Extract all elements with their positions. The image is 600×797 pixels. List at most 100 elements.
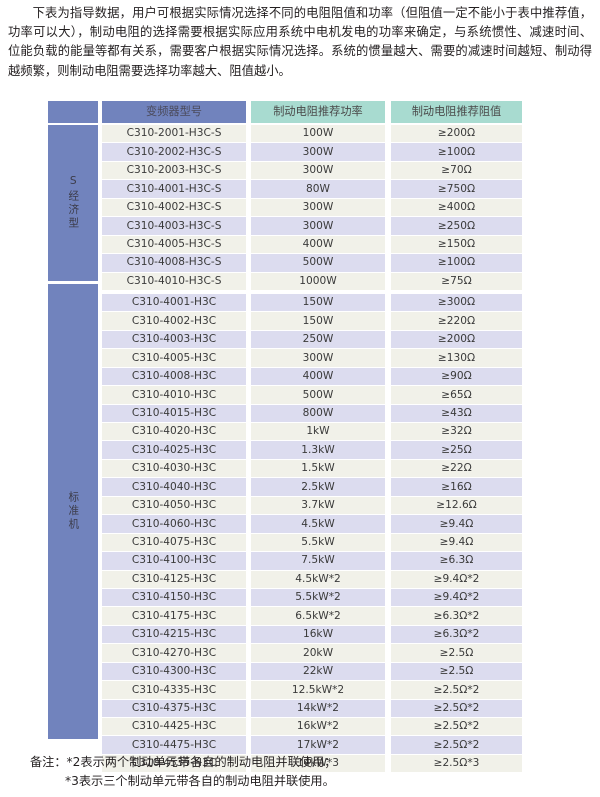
cell-resistance: ≥9.4Ω — [391, 533, 522, 552]
cell-model: C310-4025-H3C — [102, 441, 246, 459]
header-cell-resistance: 制动电阻推荐阻值 — [391, 101, 522, 123]
cell-model: C310-4535-H3C — [102, 754, 246, 773]
cell-resistance: ≥130Ω — [391, 349, 522, 367]
cell-model: C310-4003-H3C — [102, 330, 246, 349]
cell-resistance: ≥2.5Ω*2 — [391, 736, 522, 754]
table-row: C310-4175-H3C 6.5kW*2 ≥6.3Ω*2 — [48, 607, 522, 625]
cell-resistance: ≥150Ω — [391, 235, 522, 254]
table-row: C310-4008-H3C-S 500W ≥100Ω — [48, 254, 522, 272]
cell-resistance: ≥75Ω — [391, 272, 522, 290]
cell-power: 4.5kW*2 — [251, 570, 385, 588]
cell-power: 14kW*3 — [251, 754, 385, 773]
cell-power: 17kW*2 — [251, 736, 385, 754]
cell-model: C310-4040-H3C — [102, 478, 246, 496]
table-row: C310-4060-H3C 4.5kW ≥9.4Ω — [48, 515, 522, 533]
table-row: C310-4003-H3C 250W ≥200Ω — [48, 330, 522, 349]
cell-resistance: ≥43Ω — [391, 404, 522, 422]
table-row: C310-4025-H3C 1.3kW ≥25Ω — [48, 441, 522, 459]
cell-power: 5.5kW — [251, 533, 385, 552]
cell-model: C310-4375-H3C — [102, 699, 246, 717]
cell-model: C310-4001-H3C-S — [102, 180, 246, 198]
table-row: C310-4300-H3C 22kW ≥2.5Ω — [48, 662, 522, 681]
cell-resistance: ≥9.4Ω*2 — [391, 588, 522, 607]
header-cell-group — [48, 101, 98, 123]
cell-resistance: ≥2.5Ω*2 — [391, 718, 522, 736]
cell-power: 150W — [251, 312, 385, 330]
cell-power: 80W — [251, 180, 385, 198]
cell-resistance: ≥2.5Ω*2 — [391, 699, 522, 717]
table-row: C310-4008-H3C 400W ≥90Ω — [48, 367, 522, 386]
cell-power: 400W — [251, 367, 385, 386]
cell-model: C310-4005-H3C — [102, 349, 246, 367]
cell-power: 20kW — [251, 644, 385, 662]
cell-model: C310-4015-H3C — [102, 404, 246, 422]
cell-resistance: ≥6.3Ω*2 — [391, 625, 522, 644]
table-row: C310-4015-H3C 800W ≥43Ω — [48, 404, 522, 422]
table-body: C310-2001-H3C-S 100W ≥200Ω C310-2002-H3C-S 3… — [48, 125, 522, 773]
cell-resistance: ≥6.3Ω — [391, 552, 522, 570]
cell-power: 400W — [251, 235, 385, 254]
group-label-column: S经济型 标准机 — [48, 125, 98, 739]
cell-resistance: ≥90Ω — [391, 367, 522, 386]
cell-resistance: ≥250Ω — [391, 217, 522, 235]
cell-resistance: ≥2.5Ω — [391, 644, 522, 662]
cell-model: C310-4075-H3C — [102, 533, 246, 552]
table-row: C310-4335-H3C 12.5kW*2 ≥2.5Ω*2 — [48, 681, 522, 699]
cell-resistance: ≥220Ω — [391, 312, 522, 330]
cell-model: C310-4010-H3C — [102, 386, 246, 404]
cell-model: C310-4003-H3C-S — [102, 217, 246, 235]
group-label-economy: S经济型 — [67, 175, 80, 231]
table-row: C310-4010-H3C 500W ≥65Ω — [48, 386, 522, 404]
table-row: C310-4215-H3C 16kW ≥6.3Ω*2 — [48, 625, 522, 644]
cell-resistance: ≥750Ω — [391, 180, 522, 198]
header-cell-model: 变频器型号 — [102, 101, 246, 123]
cell-model: C310-4060-H3C — [102, 515, 246, 533]
cell-model: C310-4005-H3C-S — [102, 235, 246, 254]
cell-resistance: ≥12.6Ω — [391, 496, 522, 515]
cell-resistance: ≥400Ω — [391, 198, 522, 217]
cell-model: C310-4425-H3C — [102, 718, 246, 736]
cell-power: 6.5kW*2 — [251, 607, 385, 625]
cell-model: C310-2002-H3C-S — [102, 143, 246, 161]
cell-resistance: ≥70Ω — [391, 161, 522, 180]
cell-resistance: ≥2.5Ω*3 — [391, 754, 522, 773]
cell-resistance: ≥9.4Ω — [391, 515, 522, 533]
brake-resistor-table: 变频器型号 制动电阻推荐功率 制动电阻推荐阻值 C310-2001-H3C-S 1… — [48, 101, 522, 773]
row-group-spacer — [48, 736, 98, 753]
table-row: C310-4100-H3C 7.5kW ≥6.3Ω — [48, 552, 522, 570]
table-row: C310-4030-H3C 1.5kW ≥22Ω — [48, 459, 522, 478]
table-row: C310-2002-H3C-S 300W ≥100Ω — [48, 143, 522, 161]
cell-power: 150W — [251, 293, 385, 312]
cell-power: 22kW — [251, 662, 385, 681]
cell-power: 100W — [251, 125, 385, 143]
cell-power: 300W — [251, 161, 385, 180]
cell-model: C310-4100-H3C — [102, 552, 246, 570]
cell-model: C310-2003-H3C-S — [102, 161, 246, 180]
cell-resistance: ≥65Ω — [391, 386, 522, 404]
cell-model: C310-4215-H3C — [102, 625, 246, 644]
cell-resistance: ≥32Ω — [391, 423, 522, 441]
cell-model: C310-4475-H3C — [102, 736, 246, 754]
table-row: C310-4075-H3C 5.5kW ≥9.4Ω — [48, 533, 522, 552]
cell-power: 300W — [251, 143, 385, 161]
table-header-row: 变频器型号 制动电阻推荐功率 制动电阻推荐阻值 — [48, 101, 522, 123]
table-row: C310-4150-H3C 5.5kW*2 ≥9.4Ω*2 — [48, 588, 522, 607]
table-row: C310-4002-H3C-S 300W ≥400Ω — [48, 198, 522, 217]
cell-resistance: ≥9.4Ω*2 — [391, 570, 522, 588]
cell-power: 800W — [251, 404, 385, 422]
footer-notes: 备注：*2表示两个制动单元带各自的制动电阻并联使用； *3表示三个制动单元带各自… — [0, 753, 600, 791]
cell-model: C310-4001-H3C — [102, 293, 246, 312]
cell-model: C310-4050-H3C — [102, 496, 246, 515]
table-row: C310-4270-H3C 20kW ≥2.5Ω — [48, 644, 522, 662]
cell-model: C310-4008-H3C — [102, 367, 246, 386]
cell-resistance: ≥16Ω — [391, 478, 522, 496]
cell-power: 300W — [251, 217, 385, 235]
cell-power: 12.5kW*2 — [251, 681, 385, 699]
table-row: C310-4535-H3C 14kW*3 ≥2.5Ω*3 — [48, 754, 522, 773]
cell-resistance: ≥22Ω — [391, 459, 522, 478]
cell-model: C310-4125-H3C — [102, 570, 246, 588]
cell-power: 300W — [251, 349, 385, 367]
table-row: C310-2001-H3C-S 100W ≥200Ω — [48, 125, 522, 143]
cell-resistance: ≥6.3Ω*2 — [391, 607, 522, 625]
table-row: C310-4001-H3C 150W ≥300Ω — [48, 293, 522, 312]
